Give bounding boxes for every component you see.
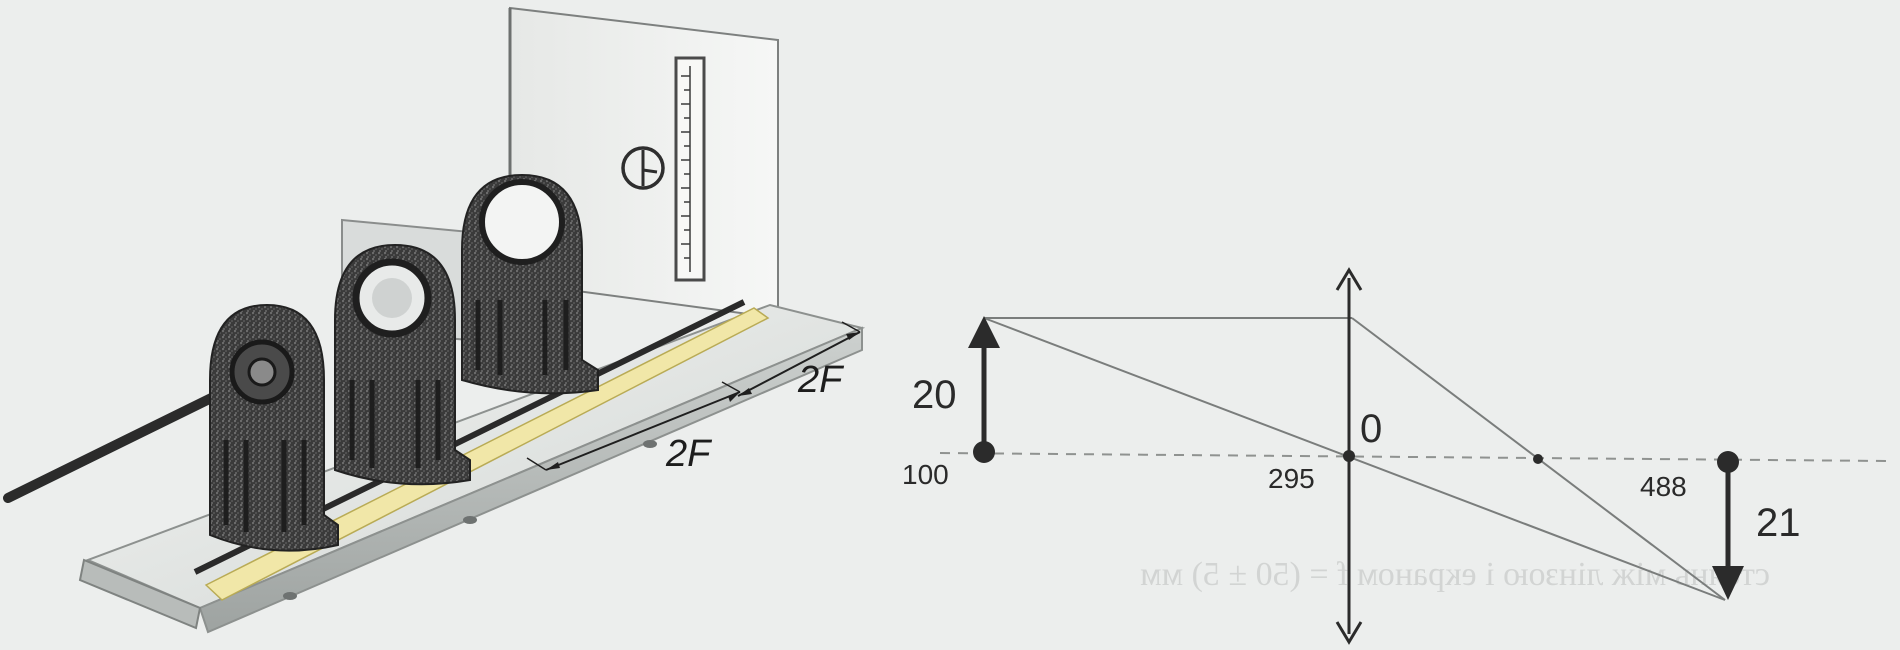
- dimension-2f-left: 2F: [526, 381, 741, 475]
- optical-bench-apparatus: 2F 2F: [3, 6, 866, 634]
- image-arrow: [1712, 451, 1744, 600]
- image-height-label: 21: [1756, 501, 1801, 545]
- optical-axis: [939, 452, 1889, 462]
- lens-holder-back: [461, 173, 599, 395]
- lens-position-label: 295: [1268, 463, 1315, 494]
- dimension-label-2f-right: 2F: [797, 359, 844, 401]
- light-source-holder: [209, 303, 339, 552]
- converging-lens: [1335, 267, 1363, 645]
- object-height-label: 20: [912, 373, 957, 417]
- focal-point: [1533, 454, 1543, 464]
- ray-diagram: 20 100 0 295 488 21: [902, 267, 1889, 645]
- screen-target-icon: [621, 146, 665, 190]
- lens-center-label: 0: [1360, 407, 1382, 451]
- object-position-label: 100: [902, 459, 949, 490]
- image-position-label: 488: [1640, 471, 1687, 502]
- screen-ruler: [674, 56, 706, 282]
- bleed-through-text: стоянь між лінзою і екраном f = (50 ± 5)…: [1140, 556, 1770, 593]
- dimension-label-2f-left: 2F: [665, 433, 712, 475]
- lens-holder-middle: [334, 243, 471, 486]
- dimension-2f-right: 2F: [737, 321, 861, 401]
- object-arrow: [968, 316, 1000, 463]
